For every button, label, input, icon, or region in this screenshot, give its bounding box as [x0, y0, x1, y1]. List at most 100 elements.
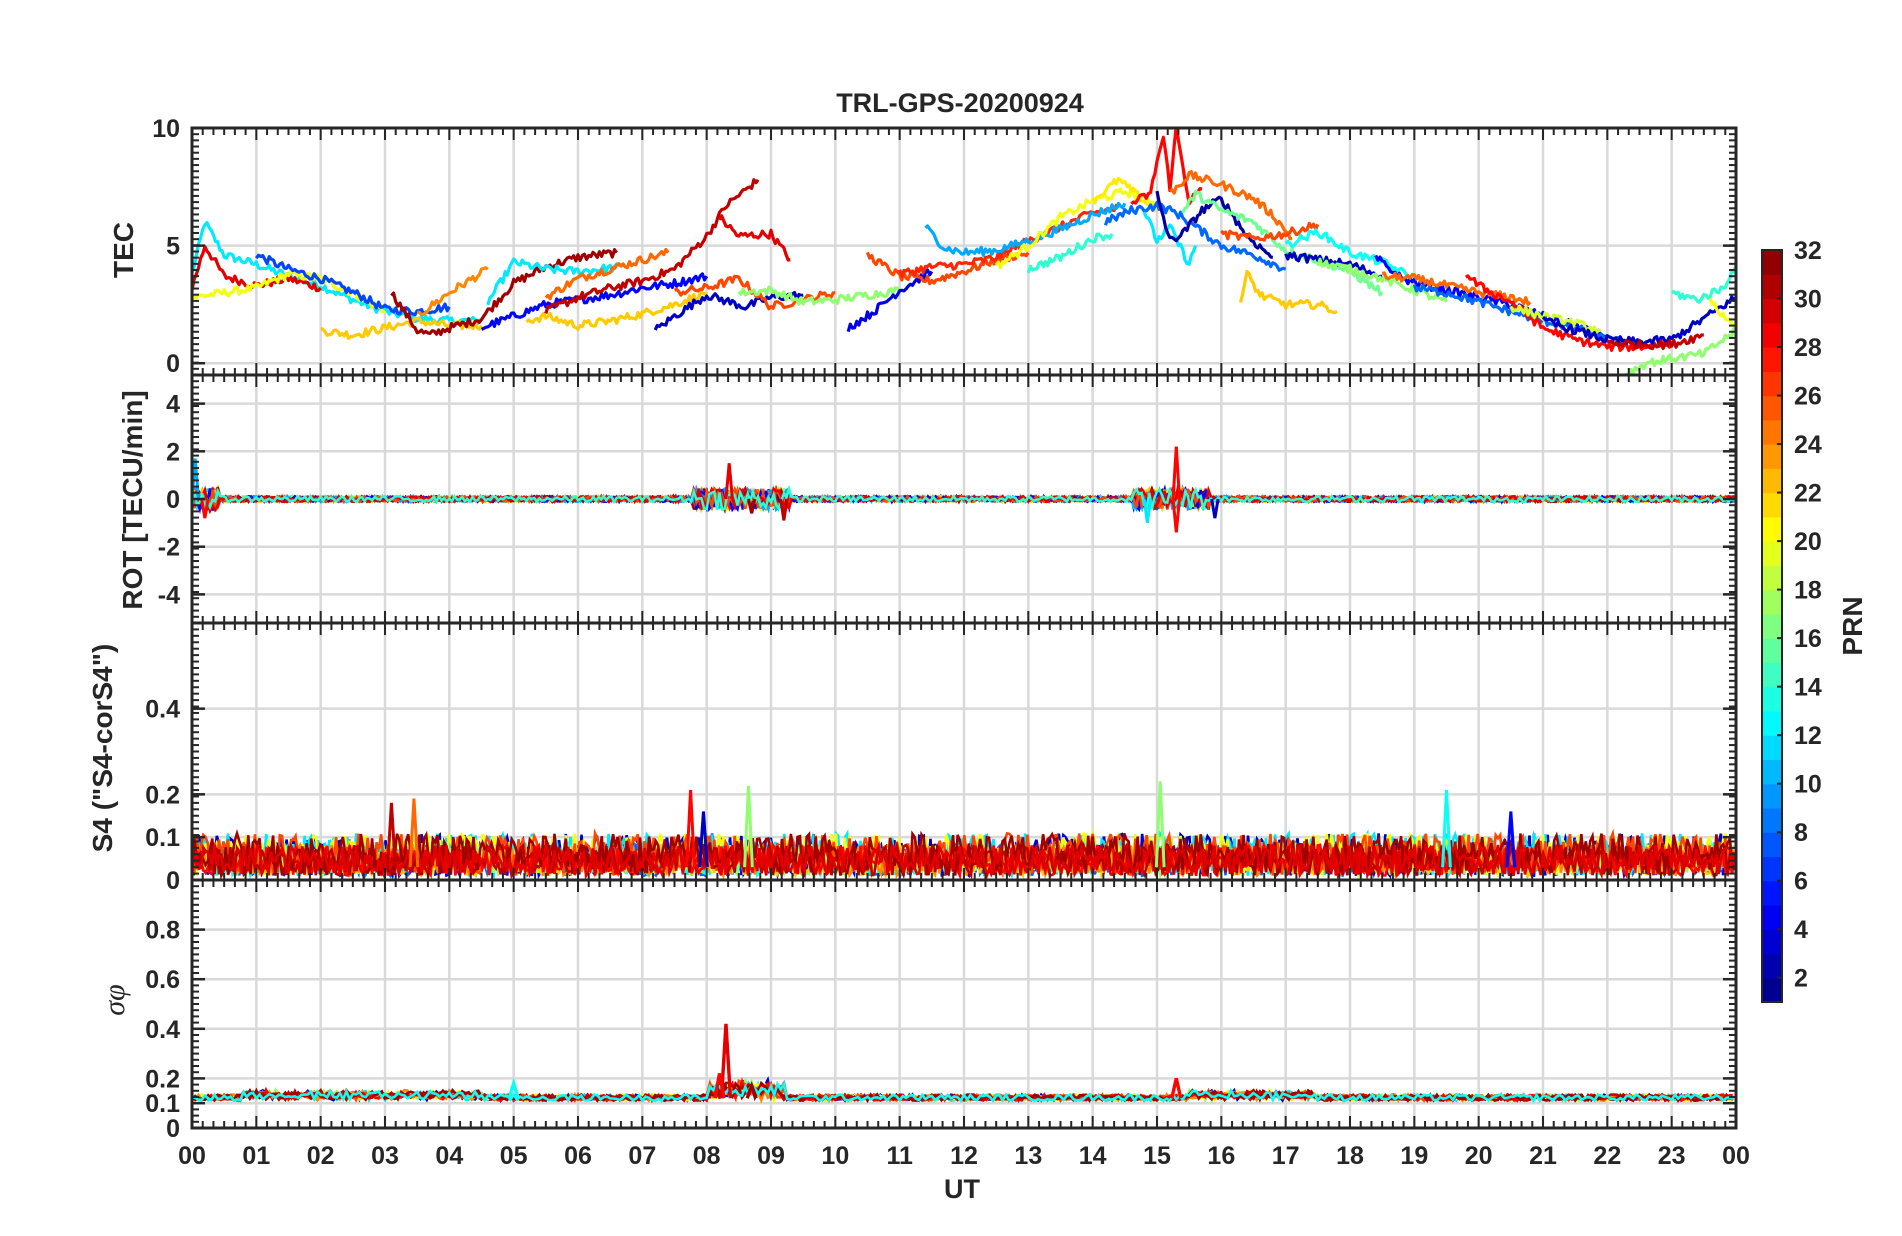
- x-tick-label: 00: [1722, 1142, 1750, 1170]
- tec-series-prn-17: [737, 285, 901, 306]
- y-tick-label: 0.6: [145, 966, 180, 994]
- colorbar-segment: [1762, 759, 1782, 785]
- colorbar-tick-label: 6: [1794, 868, 1808, 896]
- colorbar-tick-label: 8: [1794, 819, 1808, 847]
- x-tick-label: 12: [950, 1142, 978, 1170]
- sigma-spike-prn-29: [719, 1023, 733, 1099]
- tec-series-prn-12: [1142, 211, 1198, 266]
- x-tick-label: 15: [1143, 1142, 1171, 1170]
- panel-rot-data: [192, 446, 1736, 533]
- x-tick-label: 00: [178, 1142, 206, 1170]
- colorbar-segment: [1762, 468, 1782, 494]
- y-tick-label: 0.1: [145, 1090, 180, 1118]
- tec-series-prn-7: [255, 253, 451, 317]
- colorbar-segment: [1762, 298, 1782, 324]
- rot-spike-prn-29: [724, 463, 734, 500]
- x-tick-label: 06: [564, 1142, 592, 1170]
- y-tick-label: 5: [166, 233, 180, 261]
- colorbar-segment: [1762, 492, 1782, 518]
- colorbar-segment: [1762, 250, 1782, 275]
- tec-series-prn-28: [1465, 274, 1673, 353]
- colorbar-tick-label: 20: [1794, 528, 1822, 556]
- colorbar-segment: [1762, 347, 1782, 372]
- colorbar-tick-label: 28: [1794, 334, 1822, 362]
- colorbar-segment: [1762, 856, 1782, 882]
- x-tick-label: 18: [1336, 1142, 1364, 1170]
- tec-series-prn-14: [1026, 232, 1114, 274]
- tec-series-prn-30: [1606, 333, 1704, 351]
- colorbar-label: PRN: [1837, 596, 1868, 655]
- x-tick-label: 08: [693, 1142, 721, 1170]
- sigma-spike-prn-31: [745, 1080, 758, 1099]
- x-tick-label: 21: [1529, 1142, 1557, 1170]
- s4-spike-prn-17: [1154, 781, 1166, 868]
- colorbar-segment: [1762, 589, 1782, 615]
- tec-series-prn-22: [525, 290, 708, 331]
- s4-spike-prn-17: [743, 785, 754, 868]
- y-axis-label: σφ: [98, 984, 131, 1015]
- rot-series-prn-14: [192, 484, 1736, 514]
- panel-tec: 0 5 10 TEC: [108, 115, 1738, 378]
- x-tick-label: 22: [1593, 1142, 1621, 1170]
- y-axis-label: TEC: [108, 222, 139, 278]
- tec-series-prn-25: [544, 247, 670, 301]
- colorbar-segment: [1762, 638, 1782, 663]
- y-tick-label: 0: [166, 1115, 180, 1143]
- y-tick-label: 0.4: [145, 696, 180, 724]
- tec-series-prn-17: [1621, 326, 1736, 375]
- colorbar-tick-label: 16: [1794, 625, 1822, 653]
- rot-spike-prn-30: [779, 498, 789, 521]
- colorbar-segment: [1762, 516, 1782, 542]
- tec-series-prn-14: [1671, 263, 1736, 304]
- y-tick-label: 0: [166, 350, 180, 378]
- y-tick-label: 0.2: [145, 781, 180, 809]
- tec-series-prn-5: [480, 272, 709, 331]
- panel-sigma: 00.10.2 0.4 0.6 0.8 σφ: [98, 878, 1738, 1143]
- y-tick-label: 0.1: [145, 824, 180, 852]
- tec-series-prn-8: [1103, 200, 1287, 272]
- y-tick-label: 2: [166, 438, 180, 466]
- colorbar-segment: [1762, 710, 1782, 736]
- colorbar-segment: [1762, 613, 1782, 639]
- x-tick-label: 11: [886, 1142, 913, 1170]
- y-tick-label: -2: [158, 534, 180, 562]
- tec-series-prn-22: [320, 316, 483, 340]
- y-tick-label: 0.8: [145, 917, 180, 945]
- y-axis-label: ROT [TECU/min]: [117, 390, 148, 609]
- x-tick-label: 20: [1465, 1142, 1493, 1170]
- s4-spike-prn-13: [1441, 789, 1452, 868]
- panel-rot: -4 -2 0 2 4 ROT [TECU/min]: [117, 373, 1738, 625]
- tec-series-prn-19: [1509, 304, 1601, 334]
- colorbar-segment: [1762, 783, 1782, 809]
- x-tick-label: 19: [1400, 1142, 1428, 1170]
- colorbar-tick-label: 14: [1794, 674, 1822, 702]
- rot-spike-prn-31: [747, 498, 757, 514]
- x-tick-label: 14: [1079, 1142, 1107, 1170]
- rot-spike-prn-12: [1142, 498, 1153, 524]
- colorbar-segment: [1762, 929, 1782, 955]
- panel-s4: 0 0.1 0.2 0.4 S4 ("S4-corS4"): [87, 621, 1738, 895]
- tec-series-prn-27: [898, 203, 1120, 278]
- colorbar-segment: [1762, 395, 1782, 421]
- tec-series-prn-13: [1284, 228, 1416, 282]
- tec-series-prn-26: [865, 251, 1030, 286]
- tec-series-prn-17: [1316, 257, 1448, 303]
- colorbar-segment: [1762, 274, 1782, 300]
- colorbar-segment: [1762, 735, 1782, 761]
- colorbar-tick-label: 26: [1794, 383, 1822, 411]
- colorbar-segment: [1762, 444, 1782, 469]
- tec-series-prn-4: [846, 268, 934, 333]
- tec-series-prn-25: [1381, 271, 1532, 306]
- y-tick-label: 0: [166, 486, 180, 514]
- x-tick-label: 17: [1272, 1142, 1300, 1170]
- tec-series-prn-31: [390, 248, 618, 336]
- tec-series-prn-3: [653, 290, 804, 331]
- y-tick-label: 0: [166, 867, 180, 895]
- tec-series-prn-30: [544, 178, 760, 314]
- tec-series-prn-20: [994, 187, 1158, 270]
- colorbar-tick-label: 18: [1794, 577, 1822, 605]
- colorbar-segment: [1762, 904, 1782, 930]
- colorbar-segment: [1762, 880, 1782, 906]
